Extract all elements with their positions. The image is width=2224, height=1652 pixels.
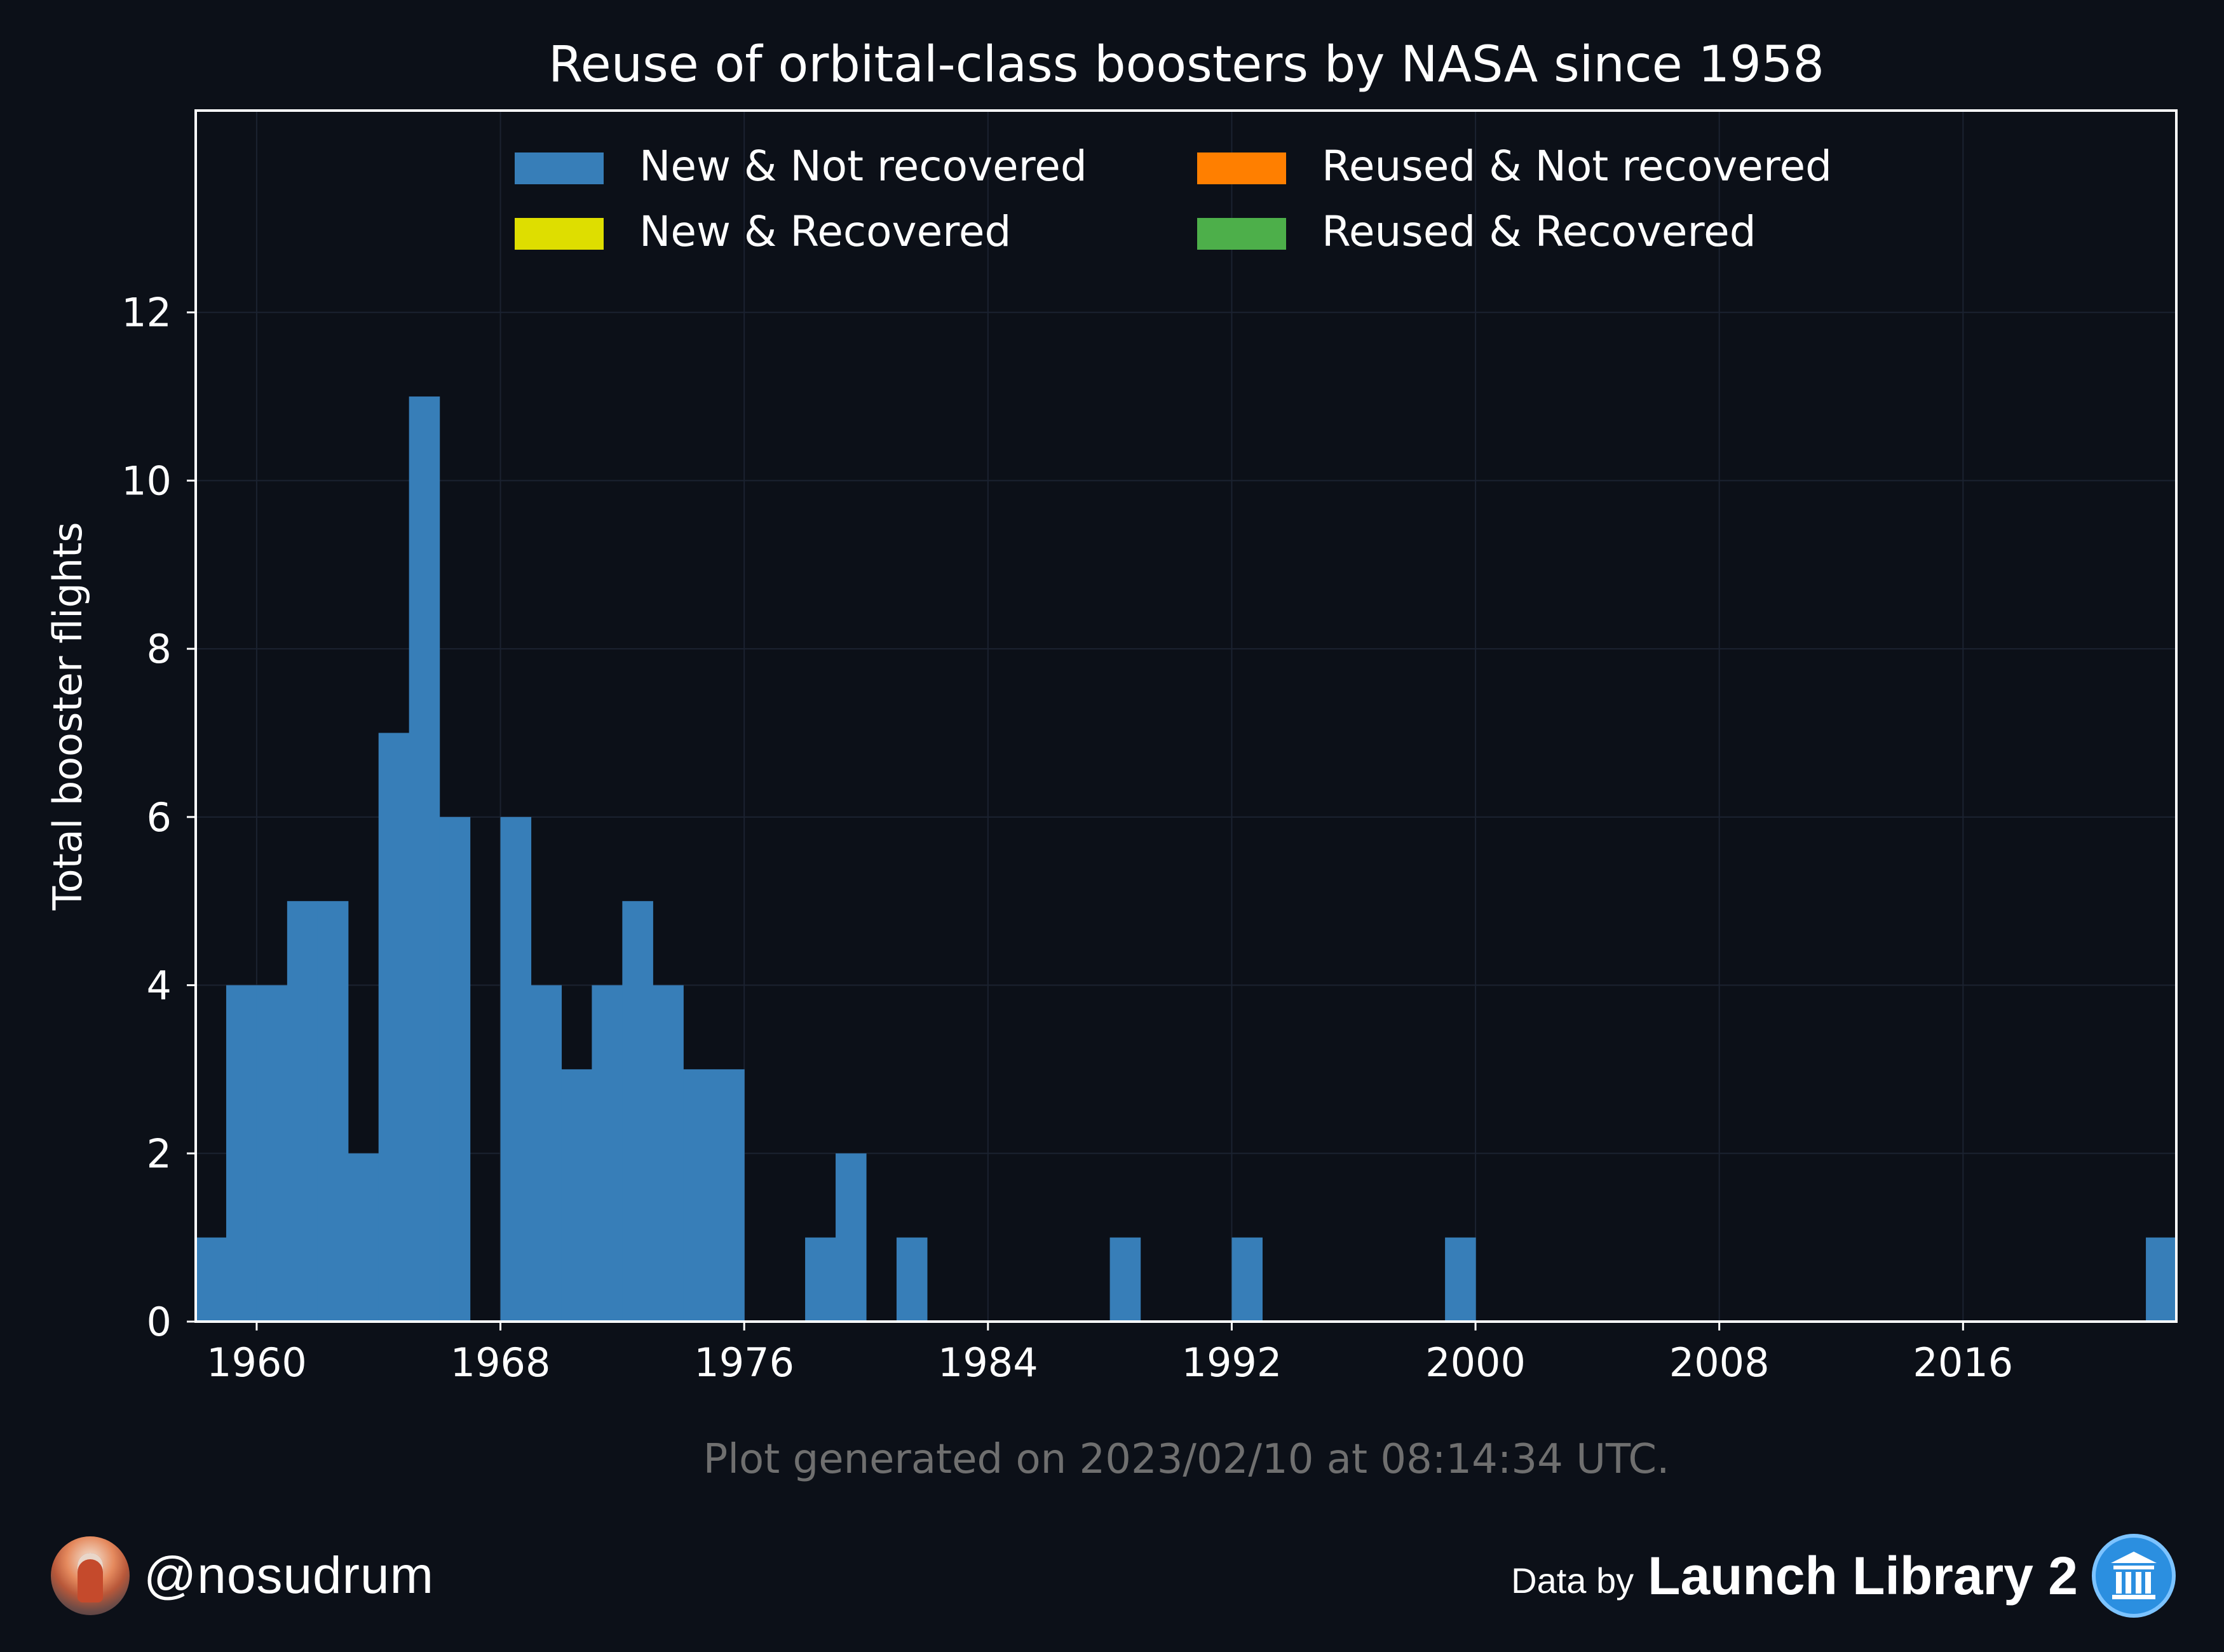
bar-2022 <box>2146 1237 2177 1322</box>
bar-1963 <box>348 1153 379 1322</box>
bar-1958 <box>196 1237 227 1322</box>
bar-1972 <box>622 901 653 1322</box>
generated-timestamp: Plot generated on 2023/02/10 at 08:14:34… <box>703 1436 1670 1483</box>
grid <box>196 111 2176 1322</box>
bar-1988 <box>1109 1237 1141 1322</box>
bar-1964 <box>378 733 410 1322</box>
x-tick-label: 1976 <box>694 1339 794 1386</box>
astronaut-avatar[interactable] <box>51 1536 130 1615</box>
bars <box>196 396 2177 1322</box>
legend-swatch <box>515 218 604 250</box>
legend-label: New & Not recovered <box>639 142 1087 191</box>
y-axis-label: Total booster flights <box>44 522 91 911</box>
bar-1968 <box>500 816 532 1322</box>
y-axis: 0 2 4 6 8 10 12 <box>121 290 196 1345</box>
legend-item: New & Not recovered <box>515 142 1087 191</box>
y-tick-label: 6 <box>147 794 172 841</box>
bar-1992 <box>1231 1237 1263 1322</box>
chart-title: Reuse of orbital-class boosters by NASA … <box>548 36 1824 93</box>
y-tick-label: 12 <box>121 290 172 336</box>
legend-swatch <box>1197 152 1286 184</box>
bar-1969 <box>531 985 562 1322</box>
bar-1974 <box>683 1069 714 1322</box>
bar-1966 <box>439 816 471 1322</box>
bar-1962 <box>317 901 349 1322</box>
bar-1959 <box>226 985 257 1322</box>
legend-swatch <box>1197 218 1286 250</box>
x-tick-label: 1960 <box>207 1339 307 1386</box>
y-tick-label: 2 <box>147 1130 172 1177</box>
x-tick-label: 2008 <box>1669 1339 1770 1386</box>
author-credit: @nosudrum <box>51 1536 434 1615</box>
legend-item: Reused & Not recovered <box>1197 142 1832 191</box>
legend-swatch <box>515 152 604 184</box>
y-tick-label: 4 <box>147 963 172 1009</box>
bar-1961 <box>287 901 318 1322</box>
x-tick-label: 1968 <box>451 1339 551 1386</box>
x-tick-label: 2000 <box>1425 1339 1526 1386</box>
library-columns-icon[interactable] <box>2092 1534 2176 1618</box>
bar-1973 <box>653 985 684 1322</box>
bar-1978 <box>805 1237 836 1322</box>
bar-1981 <box>896 1237 928 1322</box>
y-tick-label: 10 <box>121 457 172 504</box>
x-axis: 1960 1968 1976 1984 1992 2000 2008 2016 <box>207 1322 2013 1386</box>
y-tick-label: 0 <box>147 1299 172 1345</box>
bar-1999 <box>1445 1237 1476 1322</box>
legend-label: New & Recovered <box>639 207 1011 256</box>
plot-frame <box>194 109 2178 1323</box>
data-source-credit: Data by Launch Library 2 <box>1511 1533 2176 1619</box>
legend: New & Not recovered New & Recovered Reused… <box>515 142 1832 256</box>
legend-label: Reused & Not recovered <box>1322 142 1832 191</box>
launch-library-brand[interactable]: Launch Library 2 <box>1648 1545 2078 1606</box>
legend-item: Reused & Recovered <box>1197 207 1756 256</box>
bar-1965 <box>409 396 440 1322</box>
legend-item: New & Recovered <box>515 207 1011 256</box>
bar-1960 <box>256 985 288 1322</box>
x-tick-label: 1992 <box>1182 1339 1282 1386</box>
x-tick-label: 1984 <box>938 1339 1038 1386</box>
bar-1971 <box>592 985 623 1322</box>
y-tick-label: 8 <box>147 626 172 672</box>
bar-1970 <box>561 1069 592 1322</box>
legend-label: Reused & Recovered <box>1322 207 1756 256</box>
bar-1975 <box>714 1069 745 1322</box>
data-by-label: Data by <box>1511 1560 1634 1601</box>
bar-1979 <box>836 1153 867 1322</box>
author-handle[interactable]: @nosudrum <box>144 1547 434 1604</box>
x-tick-label: 2016 <box>1913 1339 2013 1386</box>
astronaut-figure-icon <box>78 1553 103 1602</box>
